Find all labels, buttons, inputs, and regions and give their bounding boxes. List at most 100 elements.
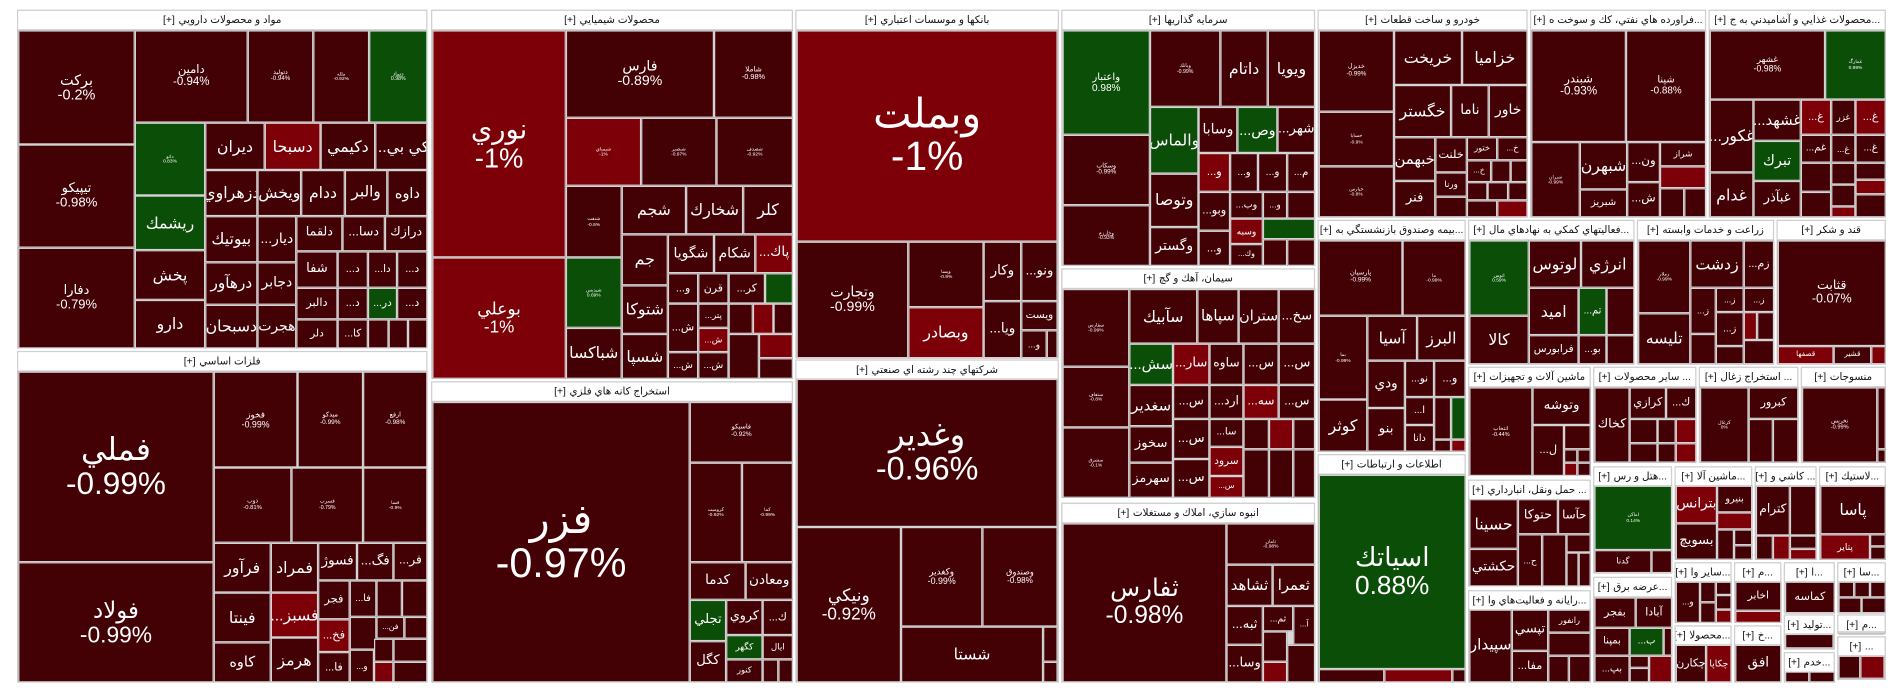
stock-tile[interactable] [1663,627,1673,656]
stock-tile[interactable]: كدما [689,562,746,600]
stock-tile[interactable] [1785,633,1834,649]
stock-tile[interactable]: گدنا [1594,550,1652,574]
sector-header[interactable]: منسوجات[+] [1802,367,1885,388]
sector-header[interactable]: ...م[+] [1838,615,1885,636]
stock-tile[interactable]: ...غشهد [1753,99,1801,141]
stock-tile[interactable] [1435,196,1467,218]
stock-tile[interactable]: چكارن [1675,644,1707,683]
stock-tile[interactable]: خبهمن [1394,137,1436,181]
stock-tile[interactable]: ...ل [1532,425,1565,477]
stock-tile[interactable]: رانفور [1548,609,1591,633]
sector-header[interactable]: ماشين آلات و تجهيزات[+] [1469,367,1590,388]
stock-tile[interactable]: بوعلي -1% [432,257,566,379]
stock-tile[interactable] [1629,655,1650,668]
stock-tile[interactable]: وغدير -0.96% [796,378,1058,528]
stock-tile[interactable]: ...ز [1690,287,1716,334]
expand-button[interactable]: [+] [1473,223,1486,236]
sector-header[interactable]: ... استخراج زغال[+] [1700,367,1798,388]
stock-tile[interactable] [1675,443,1697,463]
stock-tile[interactable]: كلر [743,185,793,235]
stock-tile[interactable]: دامين -0.94% [134,30,248,123]
stock-tile[interactable]: ويويا [1267,30,1316,107]
stock-tile[interactable] [1451,439,1466,452]
stock-tile[interactable] [1577,449,1591,463]
stock-tile[interactable]: قرن [698,273,729,304]
stock-tile[interactable]: ...خ [1497,137,1528,161]
stock-tile[interactable]: كترام [1755,485,1790,536]
stock-tile[interactable]: وپسا -0.9% [908,241,984,308]
stock-tile[interactable] [1877,387,1886,450]
stock-tile[interactable]: نوري -1% [432,30,566,258]
stock-tile[interactable]: ...فخ [318,619,350,653]
stock-tile[interactable]: اتوس 0.59% [1469,240,1529,316]
stock-tile[interactable] [1268,449,1294,498]
stock-tile[interactable]: ثامان -0.98% [1226,523,1316,565]
stock-tile[interactable]: ...س [1173,459,1210,498]
stock-tile[interactable]: ارفع -0.98% [363,371,428,468]
stock-tile[interactable]: ...و [1262,191,1288,219]
stock-tile[interactable]: خگستر [1394,85,1452,138]
stock-tile[interactable] [1684,188,1707,218]
expand-button[interactable]: [+] [554,384,566,398]
expand-button[interactable]: [+] [1117,506,1130,519]
stock-tile[interactable]: حسينا [1469,499,1518,549]
stock-tile[interactable]: بيوتيك [205,216,258,263]
stock-tile[interactable] [1659,188,1685,218]
stock-tile[interactable]: ...ونو [1021,241,1058,302]
stock-tile[interactable]: ...فن [376,616,405,639]
stock-tile[interactable]: جم [621,234,668,286]
stock-tile[interactable] [765,273,793,304]
stock-tile[interactable]: ...ح [1517,534,1543,587]
stock-tile[interactable]: وبصادر [908,307,984,359]
stock-tile[interactable]: وسبه [1230,218,1263,245]
stock-tile[interactable]: ساوه [1209,343,1244,385]
stock-tile[interactable] [1262,631,1288,662]
stock-tile[interactable] [1262,218,1316,240]
sector-header[interactable]: ...م[+] [1735,563,1781,583]
stock-tile[interactable] [1734,529,1753,546]
stock-tile[interactable]: تليسه [1638,313,1691,365]
stock-tile[interactable]: پارسيان -0.99% [1318,240,1403,316]
stock-tile[interactable]: ما -0.99% [1402,240,1466,316]
stock-tile[interactable]: خديزل -0.99% [1318,30,1395,112]
stock-tile[interactable]: وبانك -0.99% [1149,30,1221,107]
expand-button[interactable]: [+] [1598,370,1611,383]
stock-tile[interactable] [374,661,394,683]
expand-button[interactable]: [+] [1533,13,1546,26]
stock-tile[interactable] [1548,632,1591,656]
expand-button[interactable]: [+] [856,363,868,376]
stock-tile[interactable] [752,303,774,334]
stock-tile[interactable] [1491,160,1511,183]
stock-tile[interactable]: ...م [1287,153,1316,192]
stock-tile[interactable]: ...و [349,649,375,683]
expand-button[interactable]: [+] [564,13,576,26]
stock-tile[interactable]: تيپيكو -0.98% [18,144,135,248]
sector-header[interactable]: خودرو و ساخت قطعات[+] [1318,10,1527,31]
stock-tile[interactable]: دسبحا [264,122,321,171]
stock-tile[interactable] [1789,485,1817,536]
sector-header[interactable]: ...ماشين آلا[+] [1675,467,1752,487]
stock-tile[interactable]: ...فا [349,580,377,617]
stock-tile[interactable] [1757,312,1775,341]
stock-tile[interactable] [408,319,428,349]
stock-tile[interactable]: ...تم [1578,287,1607,336]
stock-tile[interactable] [1675,418,1697,444]
stock-tile[interactable] [1743,312,1758,341]
stock-tile[interactable]: ...وب [1230,191,1263,219]
stock-tile[interactable]: ...فر [393,542,428,581]
stock-tile[interactable] [1831,162,1856,185]
stock-tile[interactable] [1287,239,1316,266]
stock-tile[interactable] [1649,655,1673,683]
stock-tile[interactable] [1855,194,1886,218]
sector-header[interactable]: مواد و محصولات دارويي[+] [18,10,427,31]
sector-header[interactable]: انبوه سازي، املاك و مستغلات[+] [1062,503,1314,524]
stock-tile[interactable]: حكشتي [1469,548,1518,587]
stock-tile[interactable]: فملي -0.99% [18,371,214,563]
stock-tile[interactable]: ملله -0.92% [313,30,370,123]
stock-tile[interactable]: لوتوس [1528,240,1582,288]
stock-tile[interactable]: ريشمك [134,195,206,251]
stock-tile[interactable]: داتام [1220,30,1268,107]
stock-tile[interactable]: سشرق -0.1% [1062,427,1130,498]
stock-tile[interactable]: ...پتر [698,303,729,328]
stock-tile[interactable] [1838,597,1862,614]
